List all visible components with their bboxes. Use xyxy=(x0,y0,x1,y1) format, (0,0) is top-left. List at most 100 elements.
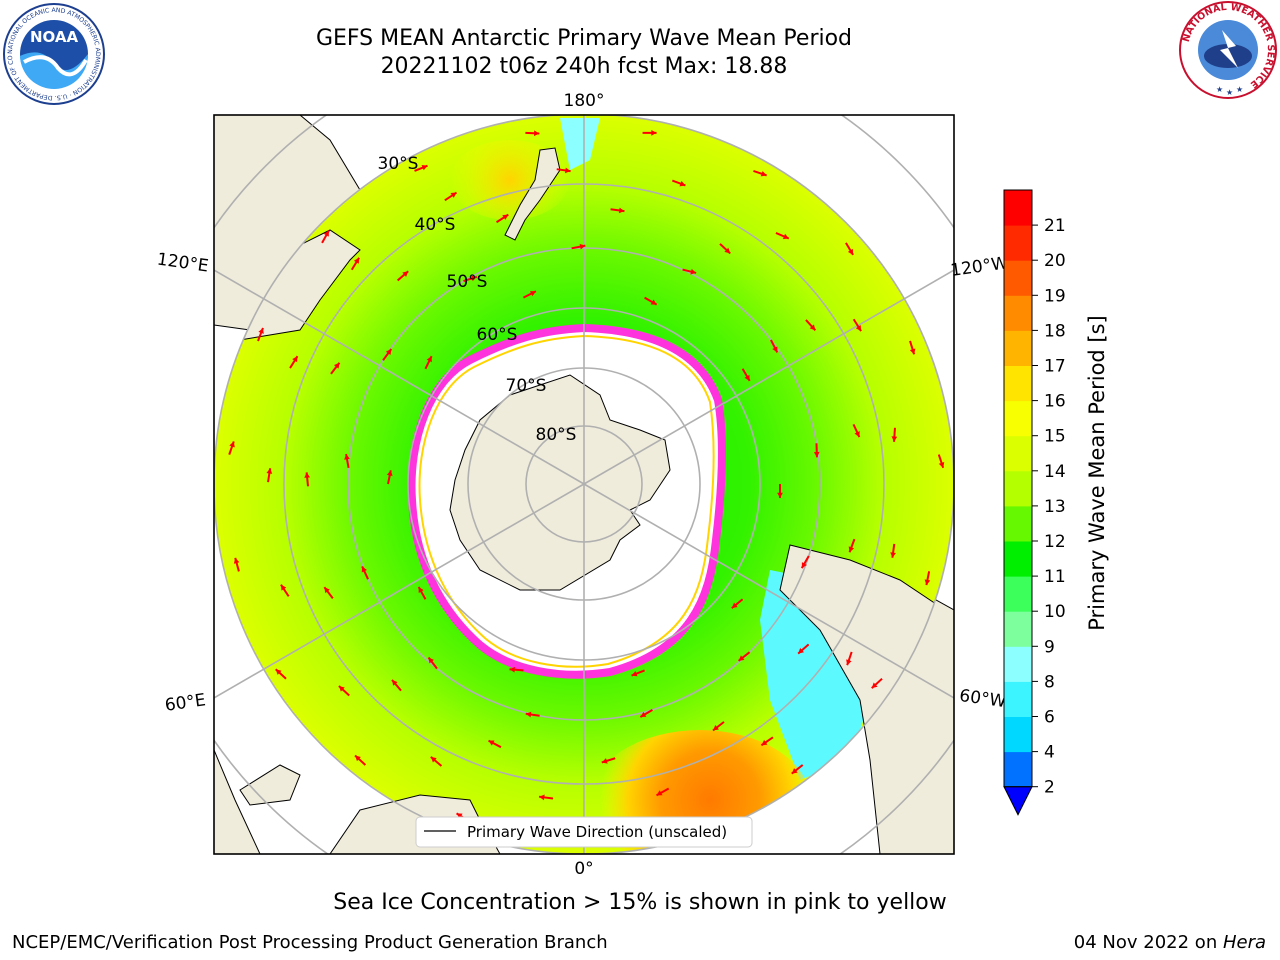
colorbar-segment xyxy=(1004,295,1032,331)
lat-label-70: 70°S xyxy=(506,376,547,396)
wave-arrow-head xyxy=(426,356,432,363)
wave-arrow-head xyxy=(761,739,768,746)
wave-arrow-head xyxy=(280,584,287,591)
wave-arrow-head xyxy=(909,348,916,355)
wave-arrow-head xyxy=(712,724,719,731)
colorbar-segment xyxy=(1004,225,1032,261)
lat-label-60: 60°S xyxy=(477,325,518,345)
colorbar-title: Primary Wave Mean Period [s] xyxy=(1085,315,1109,631)
wave-arrow-head xyxy=(791,768,798,774)
colorbar-tick-label: 10 xyxy=(1044,602,1066,622)
wave-arrow-head xyxy=(777,492,783,498)
wave-arrow-head xyxy=(564,167,571,174)
wave-arrow-head xyxy=(631,670,638,677)
footer-date: 04 Nov 2022 on Hera xyxy=(1074,932,1266,953)
colorbar-segment xyxy=(1004,716,1032,753)
lon-label-60e: 60°E xyxy=(164,690,207,715)
cyan-nz-patch xyxy=(560,118,600,170)
colorbar-segment xyxy=(1004,435,1032,472)
land-madagascar xyxy=(239,764,301,806)
meridian-60e xyxy=(214,483,585,699)
lat-label-40: 40°S xyxy=(415,215,456,235)
nws-logo: NATIONAL WEATHER SERVICE ★ ★ ★ xyxy=(1179,1,1277,99)
wave-arrow-head xyxy=(679,180,686,187)
colorbar-tick-label: 17 xyxy=(1044,357,1066,377)
wave-arrow-head xyxy=(579,243,586,250)
colorbar-tick-label: 20 xyxy=(1044,251,1066,271)
wave-arrow-head xyxy=(229,441,235,448)
wave-arrow-head xyxy=(509,666,515,673)
wave-arrow-head xyxy=(690,268,697,275)
wave-arrow-head xyxy=(890,552,896,558)
lon-label-0: 0° xyxy=(574,859,593,879)
colorbar-tick-label: 4 xyxy=(1044,743,1055,763)
wave-arrow-head xyxy=(847,248,854,255)
wave-arrow-head xyxy=(421,164,428,171)
wave-arrow-head xyxy=(618,207,625,214)
wave-arrow-head xyxy=(854,431,860,438)
graticule xyxy=(214,115,954,854)
wave-arrow-head xyxy=(450,192,457,198)
wave-arrow-head xyxy=(275,669,282,675)
colorbar-tick-label: 6 xyxy=(1044,708,1055,728)
colorbar-tick-label: 18 xyxy=(1044,321,1066,341)
wave-arrow-head xyxy=(502,214,509,220)
wave-arrow-head xyxy=(772,346,778,353)
wave-arrow-head xyxy=(529,291,536,297)
wave-arrow-head xyxy=(651,129,657,136)
colorbar-segment xyxy=(1004,330,1032,366)
wave-arrow-head xyxy=(402,271,409,277)
footer-date-text: 04 Nov 2022 on xyxy=(1073,932,1223,953)
wave-arrow-head xyxy=(428,657,435,664)
wave-arrow-head xyxy=(324,587,330,594)
wave-arrow-head xyxy=(938,461,945,468)
wave-arrow-head xyxy=(333,362,340,369)
wave-arrow-head xyxy=(533,130,540,137)
wave-arrow-head xyxy=(353,257,360,264)
colorbar-segment xyxy=(1004,470,1032,507)
map-legend: Primary Wave Direction (unscaled) xyxy=(415,816,753,848)
wave-arrow-head xyxy=(338,685,345,692)
map-subtitle: 20221102 t06z 240h fcst Max: 18.88 xyxy=(380,54,788,79)
wave-arrow-head xyxy=(323,230,329,237)
wave-arrow-head xyxy=(258,327,264,334)
wave-arrow-head xyxy=(266,468,273,474)
footer-host: Hera xyxy=(1222,932,1266,953)
wave-arrow-head xyxy=(798,647,804,654)
svg-text:NOAA: NOAA xyxy=(30,28,79,46)
land-top-right xyxy=(214,749,261,854)
colorbar-tick-label: 19 xyxy=(1044,286,1066,306)
colorbar-tick-label: 14 xyxy=(1044,462,1066,482)
lon-label-120w: 120°W xyxy=(949,253,1009,281)
colorbar-segment xyxy=(1004,611,1032,647)
wave-arrow-head xyxy=(601,758,608,764)
wave-arrow-head xyxy=(738,655,745,661)
colorbar-tick-label: 12 xyxy=(1044,532,1066,552)
wave-arrow-head xyxy=(782,233,789,240)
lon-label-60w: 60°W xyxy=(958,686,1007,712)
wave-arrow-head xyxy=(846,659,852,666)
colorbar-segment xyxy=(1004,365,1032,402)
wave-arrow-head xyxy=(871,682,878,689)
wave-arrow-head xyxy=(809,324,816,331)
colorbar-segment xyxy=(1004,190,1032,226)
wave-arrow-head xyxy=(539,794,545,801)
land-new-zealand xyxy=(504,147,561,241)
antarctica xyxy=(449,374,671,591)
lon-label-180: 180° xyxy=(564,91,605,111)
wave-arrow-head xyxy=(344,454,350,460)
colorbar-tick-label: 16 xyxy=(1044,392,1066,412)
colorbar-segment xyxy=(1004,681,1032,717)
wave-arrow-head xyxy=(724,247,731,254)
wave-arrow-head xyxy=(760,170,767,177)
wave-arrow-head xyxy=(848,546,855,553)
map-title: GEFS MEAN Antarctic Primary Wave Mean Pe… xyxy=(315,26,853,51)
map-border xyxy=(213,114,955,855)
sea-ice-note: Sea Ice Concentration > 15% is shown in … xyxy=(333,890,947,915)
colorbar: 2 4 6 8 9 10 11 12 13 14 15 16 17 18 19 20 21 xyxy=(1003,189,1066,816)
svg-text:★: ★ xyxy=(1216,85,1223,94)
svg-text:★: ★ xyxy=(1236,85,1243,94)
lon-label-120e: 120°E xyxy=(156,250,210,277)
colorbar-segment xyxy=(1004,260,1032,296)
